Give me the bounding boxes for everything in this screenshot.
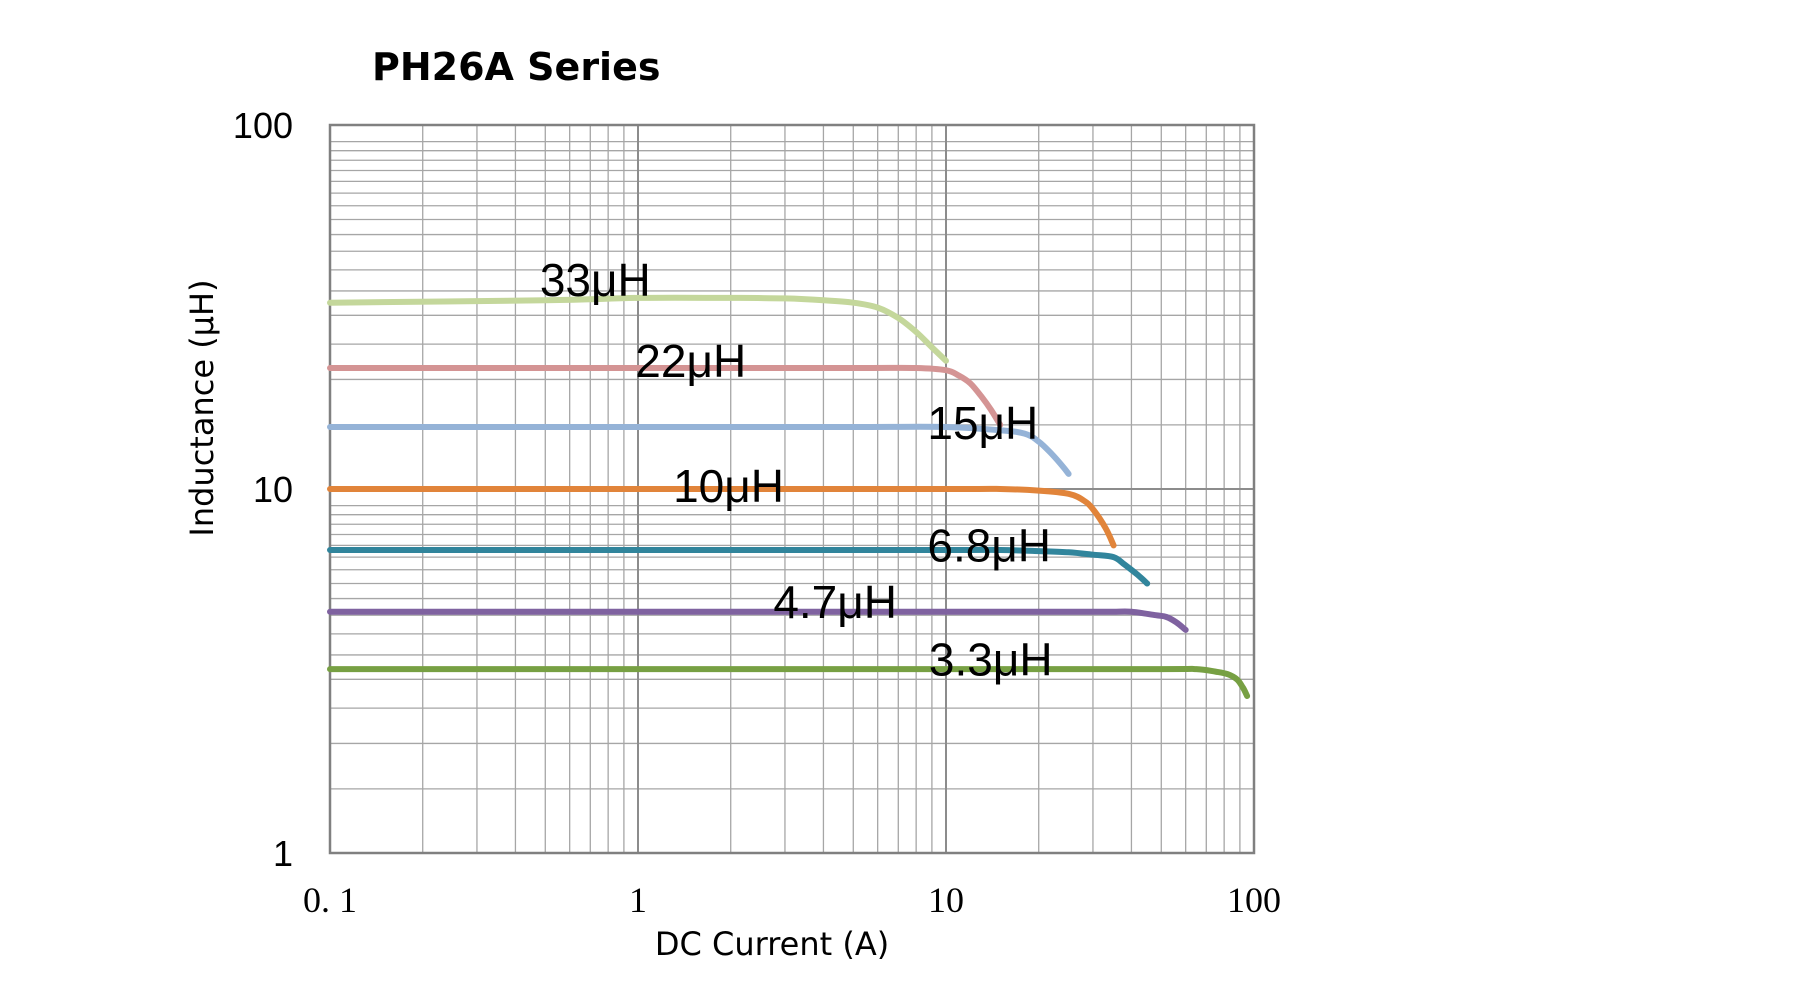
series-line-10μH	[327, 485, 1117, 549]
series-line-33μH	[327, 294, 949, 364]
series-label-33μH: 33μH	[540, 254, 651, 306]
y-tick-label: 1	[273, 833, 293, 874]
series-line-4.7μH	[327, 608, 1189, 633]
y-tick-labels: 1 10 100	[233, 105, 293, 874]
x-tick-labels: 0. 1 1 10 100	[303, 880, 1281, 920]
series-labels: 33μH 22μH 15μH 10μH 6.8μH 4.7μH 3.3μH	[540, 254, 1053, 685]
series-label-3.3μH: 3.3μH	[929, 634, 1053, 686]
x-tick-label: 10	[928, 880, 964, 920]
x-tick-label: 0. 1	[303, 880, 357, 920]
series-label-15μH: 15μH	[927, 397, 1038, 449]
y-tick-label: 10	[253, 469, 293, 510]
x-tick-label: 1	[629, 880, 647, 920]
series-label-4.7μH: 4.7μH	[773, 576, 897, 628]
y-axis-label: Inductance (μH)	[183, 279, 221, 536]
series-line-15μH	[327, 423, 1072, 477]
series-line-3.3μH	[327, 665, 1251, 699]
series-label-10μH: 10μH	[673, 460, 784, 512]
series-label-22μH: 22μH	[635, 335, 746, 387]
chart-title: PH26A Series	[372, 45, 660, 89]
series-lines	[327, 294, 1251, 699]
x-tick-label: 100	[1227, 880, 1281, 920]
series-label-6.8μH: 6.8μH	[927, 519, 1051, 571]
series-line-22μH	[327, 364, 1004, 428]
series-line-6.8μH	[327, 546, 1151, 587]
x-axis-label: DC Current (A)	[655, 925, 889, 963]
y-tick-label: 100	[233, 105, 293, 146]
